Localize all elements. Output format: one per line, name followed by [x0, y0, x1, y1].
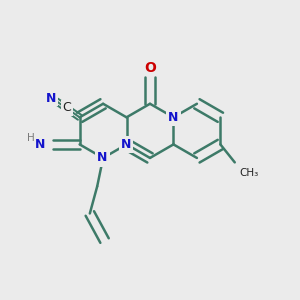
Text: C: C [62, 101, 71, 114]
Text: N: N [46, 92, 56, 105]
Text: CH₃: CH₃ [240, 168, 259, 178]
Text: O: O [144, 61, 156, 75]
Text: N: N [121, 138, 131, 151]
Text: N: N [168, 111, 178, 124]
Text: N: N [35, 138, 45, 151]
Text: H: H [27, 133, 34, 143]
Text: N: N [97, 152, 108, 164]
